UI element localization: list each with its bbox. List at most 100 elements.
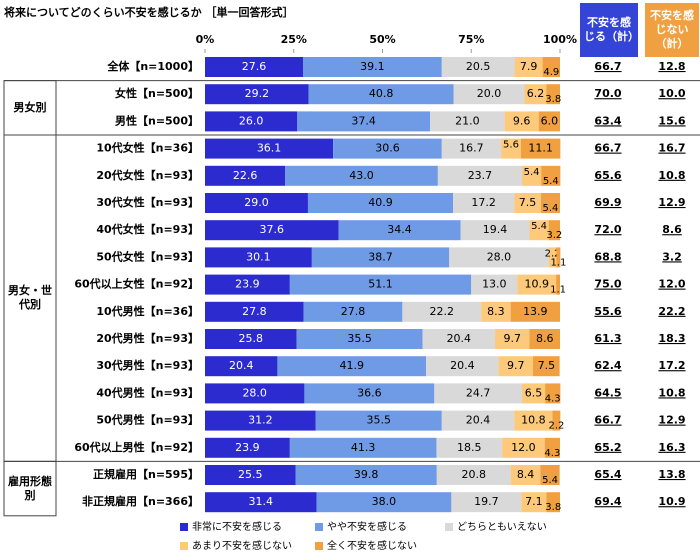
value-label: 36.6 (357, 386, 382, 399)
value-label: 30.1 (246, 250, 271, 263)
summary-value: 8.6 (662, 223, 682, 236)
bar-segment (495, 329, 530, 349)
bar-segment (205, 57, 303, 77)
value-label: 12.0 (511, 441, 536, 454)
bar-segment (205, 383, 305, 404)
bar-segment (471, 274, 518, 295)
bar-segment (430, 111, 505, 132)
bar-segment (205, 301, 304, 322)
bar-segment (542, 57, 560, 77)
bar-segment (514, 57, 543, 77)
value-label: 27.8 (341, 305, 366, 318)
value-label: 20.4 (229, 359, 254, 372)
summary-value: 10.0 (658, 87, 685, 100)
summary-value: 64.5 (594, 386, 621, 399)
bar-segment (205, 165, 286, 186)
value-label: 3.8 (545, 502, 561, 513)
chart-title: 将来についてどのくらい不安を感じるか ［単一回答形式］ (4, 5, 294, 19)
summary-value: 16.3 (658, 441, 685, 454)
bar-segment (510, 465, 541, 485)
summary-header: 不安を感じない（計） (645, 3, 699, 57)
bar-segment (205, 356, 278, 377)
value-label: 6.0 (541, 114, 559, 127)
summary-value: 10.8 (658, 169, 685, 182)
value-label: 40.8 (369, 87, 394, 100)
value-label: 31.4 (248, 495, 273, 508)
bar-segment (311, 247, 450, 268)
summary-value: 66.7 (594, 142, 621, 155)
bar-segment (501, 138, 521, 159)
legend-label: 非常に不安を感じる (192, 520, 282, 533)
summary-value: 75.0 (594, 278, 621, 291)
bar-segment (546, 84, 560, 105)
value-label: 28.0 (242, 386, 267, 399)
summary-value: 66.7 (594, 414, 621, 427)
bar-segment (529, 329, 560, 349)
value-label: 27.8 (242, 305, 267, 318)
value-label: 35.5 (367, 414, 392, 427)
value-label: 37.4 (351, 114, 376, 127)
summary-value: 65.4 (594, 468, 621, 481)
value-label: 39.1 (360, 60, 385, 73)
group-label: 雇用形態別 (8, 474, 52, 502)
value-label: 4.3 (544, 448, 560, 459)
value-label: 1.1 (550, 257, 566, 268)
bar-segment (520, 138, 561, 159)
summary-header: 不安を感じる（計） (580, 3, 639, 57)
value-label: 6.5 (525, 386, 543, 399)
value-label: 13.0 (482, 278, 507, 291)
value-label: 25.8 (239, 332, 264, 345)
category-label: 正規雇用【n=595】 (93, 467, 199, 481)
summary-value: 68.8 (594, 250, 621, 263)
value-label: 4.9 (543, 67, 559, 78)
value-label: 31.2 (248, 414, 273, 427)
bar-segment (524, 84, 547, 105)
bar-segment (498, 356, 534, 377)
summary-value: 13.8 (658, 468, 685, 481)
category-label: 50代男性【n=93】 (96, 413, 199, 427)
value-label: 5.4 (524, 167, 540, 178)
value-label: 51.1 (368, 278, 393, 291)
value-label: 19.7 (474, 495, 499, 508)
bar-segment (302, 57, 442, 77)
value-label: 20.0 (477, 87, 502, 100)
bar-segment (316, 492, 452, 513)
value-label: 30.6 (375, 142, 400, 155)
value-label: 41.3 (351, 441, 376, 454)
value-label: 34.4 (387, 223, 412, 236)
category-label: 50代女性【n=93】 (96, 249, 199, 263)
bar-segment (205, 247, 312, 268)
value-label: 1.1 (550, 285, 566, 296)
value-label: 28.0 (487, 250, 512, 263)
value-label: 20.4 (466, 414, 491, 427)
bar-segment (304, 383, 435, 404)
bar-segment (533, 356, 560, 377)
value-label: 9.6 (513, 114, 531, 127)
bar-segment (460, 220, 530, 241)
value-label: 37.6 (259, 223, 284, 236)
summary-value: 12.8 (658, 60, 685, 73)
value-label: 20.4 (450, 359, 475, 372)
value-label: 35.5 (347, 332, 372, 345)
bar-segment (544, 437, 560, 458)
summary-value: 10.8 (658, 386, 685, 399)
bar-segment (441, 57, 515, 77)
value-label: 24.7 (466, 386, 491, 399)
value-label: 3.2 (546, 230, 562, 241)
value-label: 38.7 (368, 250, 393, 263)
bar-segment (552, 410, 561, 431)
bar-segment (540, 193, 560, 213)
bar-segment (333, 138, 442, 159)
value-label: 23.9 (235, 278, 260, 291)
summary-value: 69.9 (594, 196, 621, 209)
value-label: 5.4 (531, 221, 547, 232)
x-tick-label: 25% (281, 33, 307, 46)
value-label: 10.9 (524, 278, 549, 291)
bar-segment (205, 193, 308, 213)
value-label: 9.7 (504, 332, 522, 345)
bar-segment (296, 329, 423, 349)
value-label: 29.0 (244, 196, 269, 209)
bar-segment (205, 111, 298, 132)
summary-value: 55.6 (594, 305, 621, 318)
